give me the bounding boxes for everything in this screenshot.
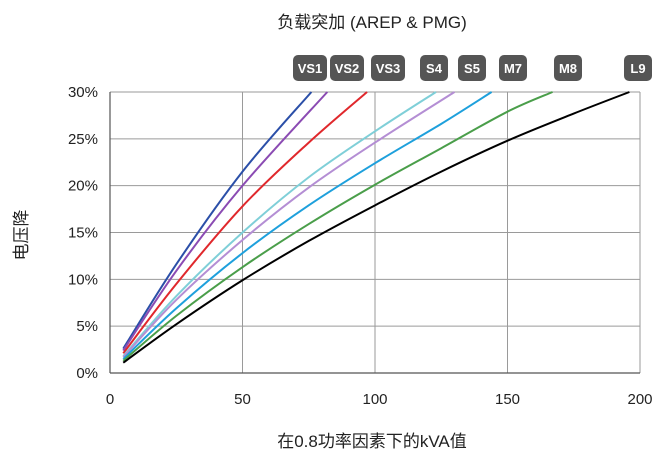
- legend-badge: [293, 55, 327, 81]
- series-lines: [122, 91, 630, 364]
- legend-label: VS2: [335, 61, 360, 76]
- series-legend: VS1 VS2 VS3 S4 S5 M7 M8 L9: [293, 55, 652, 81]
- legend-label: VS3: [376, 61, 401, 76]
- y-axis-label: 电压降: [12, 210, 31, 261]
- series-line-vs3: [122, 91, 368, 354]
- series-line-s4: [122, 91, 437, 357]
- series-line-m8: [122, 91, 553, 362]
- y-tick-label: 25%: [68, 131, 98, 148]
- legend-label: S4: [426, 61, 443, 76]
- series-line-vs1: [122, 91, 313, 350]
- legend-item-s5: S5: [458, 55, 486, 81]
- x-tick-label: 200: [627, 391, 652, 408]
- series-line-m7: [122, 91, 493, 360]
- legend-item-m8: M8: [554, 55, 582, 81]
- y-tick-label: 30%: [68, 84, 98, 101]
- y-tick-label: 0%: [76, 365, 98, 382]
- legend-badge: [554, 55, 582, 81]
- legend-item-m7: M7: [499, 55, 527, 81]
- legend-item-vs1: VS1: [293, 55, 327, 81]
- legend-item-s4: S4: [420, 55, 448, 81]
- legend-label: M7: [504, 61, 522, 76]
- x-tick-label: 50: [234, 391, 251, 408]
- chart-title: 负载突加 (AREP & PMG): [277, 13, 467, 32]
- y-tick-label: 10%: [68, 271, 98, 288]
- legend-label: S5: [464, 61, 480, 76]
- y-tick-label: 15%: [68, 225, 98, 242]
- legend-badge: [330, 55, 364, 81]
- legend-badge: [420, 55, 448, 81]
- series-line-l9: [122, 91, 630, 364]
- legend-label: M8: [559, 61, 577, 76]
- legend-badge: [624, 55, 652, 81]
- x-tick-label: 150: [495, 391, 520, 408]
- legend-item-vs2: VS2: [330, 55, 364, 81]
- legend-item-vs3: VS3: [371, 55, 405, 81]
- axis-ticks: 0% 5% 10% 15% 20% 25% 30% 0 50 100 150 200: [68, 84, 653, 408]
- gridlines: [109, 91, 641, 374]
- series-line-vs2: [122, 91, 329, 352]
- series-line-s5: [122, 91, 456, 358]
- legend-badge: [499, 55, 527, 81]
- x-tick-label: 0: [106, 391, 114, 408]
- legend-badge: [458, 55, 486, 81]
- legend-label: L9: [630, 61, 645, 76]
- legend-badge: [371, 55, 405, 81]
- legend-label: VS1: [298, 61, 323, 76]
- legend-item-l9: L9: [624, 55, 652, 81]
- y-tick-label: 20%: [68, 178, 98, 195]
- x-tick-label: 100: [362, 391, 387, 408]
- x-axis-label: 在0.8功率因素下的kVA值: [277, 432, 467, 451]
- y-tick-label: 5%: [76, 318, 98, 335]
